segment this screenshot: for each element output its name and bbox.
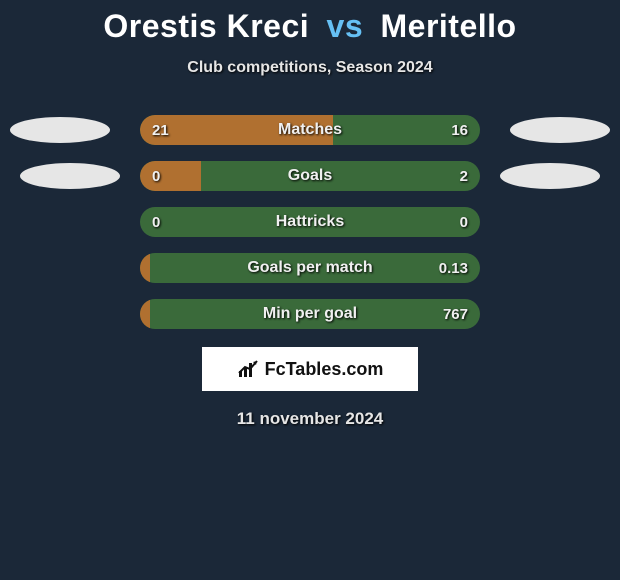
stat-bar: 00Hattricks bbox=[140, 207, 480, 237]
bar-left-fill bbox=[140, 115, 333, 145]
vs-label: vs bbox=[327, 8, 364, 44]
bar-left-fill bbox=[140, 161, 201, 191]
player2-marker bbox=[500, 163, 600, 189]
brand-box: FcTables.com bbox=[202, 347, 418, 391]
chart-icon bbox=[237, 359, 261, 379]
player1-marker bbox=[10, 117, 110, 143]
stat-row: 767Min per goal bbox=[0, 299, 620, 329]
bar-left-fill bbox=[140, 253, 150, 283]
bar-right-fill bbox=[140, 207, 480, 237]
bar-right-fill bbox=[140, 253, 480, 283]
player2-marker bbox=[510, 117, 610, 143]
stat-rows: 2116Matches 02Goals 00Hattricks 0.13Goals p… bbox=[0, 115, 620, 329]
stat-bar: 2116Matches bbox=[140, 115, 480, 145]
bar-right-fill bbox=[140, 299, 480, 329]
bar-right-fill bbox=[140, 115, 480, 145]
player2-name: Meritello bbox=[381, 8, 517, 44]
date: 11 november 2024 bbox=[0, 409, 620, 429]
comparison-card: Orestis Kreci vs Meritello Club competit… bbox=[0, 8, 620, 580]
subtitle: Club competitions, Season 2024 bbox=[0, 59, 620, 77]
brand: FcTables.com bbox=[237, 359, 384, 380]
bar-left-fill bbox=[140, 299, 150, 329]
player1-marker bbox=[20, 163, 120, 189]
bar-right-fill bbox=[140, 161, 480, 191]
brand-label: FcTables.com bbox=[265, 359, 384, 380]
stat-row: 0.13Goals per match bbox=[0, 253, 620, 283]
stat-bar: 0.13Goals per match bbox=[140, 253, 480, 283]
title: Orestis Kreci vs Meritello bbox=[0, 8, 620, 45]
stat-row: 02Goals bbox=[0, 161, 620, 191]
stat-bar: 767Min per goal bbox=[140, 299, 480, 329]
stat-bar: 02Goals bbox=[140, 161, 480, 191]
stat-row: 00Hattricks bbox=[0, 207, 620, 237]
stat-row: 2116Matches bbox=[0, 115, 620, 145]
player1-name: Orestis Kreci bbox=[103, 8, 309, 44]
